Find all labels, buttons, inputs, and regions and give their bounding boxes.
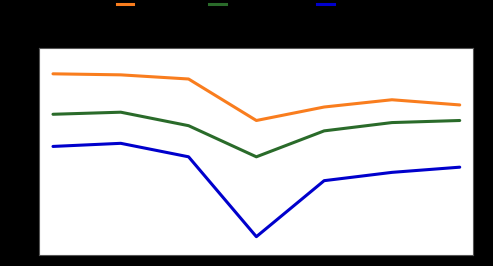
Legend: Käyttökate, Rahoitustulos, Nettotulos: Käyttökate, Rahoitustulos, Nettotulos <box>112 0 401 14</box>
